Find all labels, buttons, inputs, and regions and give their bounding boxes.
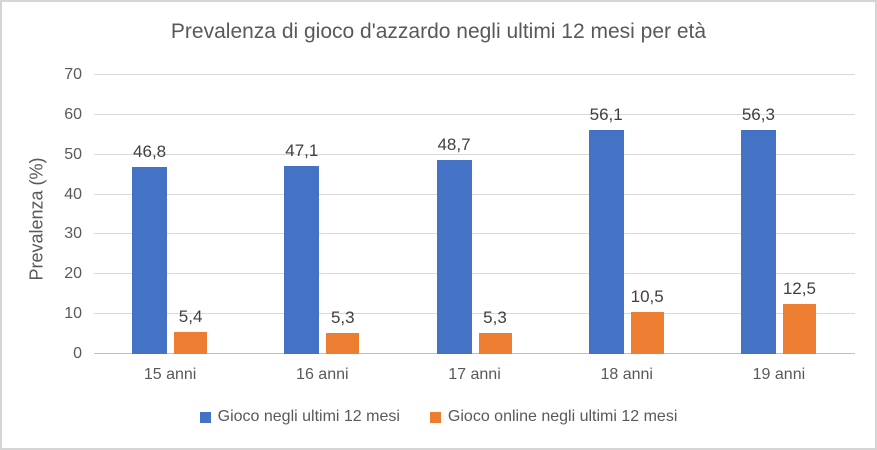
data-label: 48,7	[437, 134, 471, 154]
y-tick-label: 60	[64, 105, 82, 123]
gridline	[94, 193, 855, 195]
category-label: 18 anni	[600, 366, 653, 383]
bar-gioco-17-anni	[436, 159, 472, 354]
category-label: 16 anni	[296, 366, 349, 383]
y-tick-label: 50	[64, 145, 82, 163]
data-label: 12,5	[782, 279, 816, 299]
bar-gioco-online-19-anni	[782, 304, 816, 354]
y-tick-label: 70	[64, 66, 82, 83]
legend: Gioco negli ultimi 12 mesi Gioco online n…	[2, 408, 875, 426]
data-label: 5,3	[483, 307, 507, 327]
data-label: 5,3	[330, 307, 355, 327]
y-tick-label: 0	[73, 345, 82, 362]
category-label: 15 anni	[143, 366, 197, 383]
bar-gioco-15-anni	[132, 167, 168, 354]
data-label: 10,5	[630, 287, 664, 307]
data-label: 56,1	[589, 105, 623, 125]
gridline	[94, 313, 855, 315]
bar-gioco-online-15-anni	[174, 332, 208, 354]
gridline	[94, 273, 855, 275]
gridline	[94, 74, 855, 75]
legend-swatch-icon	[429, 411, 441, 423]
bar-gioco-19-anni	[740, 129, 776, 354]
data-label: 56,3	[741, 104, 775, 124]
legend-item: Gioco negli ultimi 12 mesi	[199, 408, 400, 426]
legend-label: Gioco negli ultimi 12 mesi	[217, 408, 400, 425]
legend-swatch-icon	[199, 411, 211, 423]
legend-item: Gioco online negli ultimi 12 mesi	[429, 408, 678, 426]
bar-gioco-16-anni	[284, 166, 320, 354]
plot-area: 46,8 5,4 47,1 5,3 48,7 5,3 56,1 10,5 56,3 12,5	[94, 74, 855, 354]
chart-title: Prevalenza di gioco d'azzardo negli ulti…	[170, 20, 707, 43]
y-tick-label: 10	[64, 305, 82, 323]
x-axis-line	[94, 353, 855, 354]
gridline	[94, 153, 855, 155]
legend-label: Gioco online negli ultimi 12 mesi	[447, 408, 678, 425]
data-label: 5,4	[178, 307, 203, 327]
data-label: 47,1	[285, 141, 319, 161]
x-axis-category-labels: 15 anni 16 anni 17 anni 18 anni 19 anni	[94, 366, 855, 384]
gridline	[94, 233, 855, 235]
bar-gioco-online-18-anni	[630, 312, 664, 354]
y-tick-label: 30	[64, 225, 82, 243]
bar-gioco-online-17-anni	[478, 332, 512, 354]
bar-gioco-online-16-anni	[326, 332, 360, 354]
category-label: 17 anni	[448, 366, 501, 383]
bar-gioco-18-anni	[588, 130, 624, 354]
data-label: 46,8	[133, 142, 167, 162]
y-axis-title: Prevalenza (%)	[26, 157, 47, 281]
y-tick-label: 20	[64, 265, 82, 283]
gridline	[94, 113, 855, 115]
y-tick-label: 40	[64, 185, 82, 203]
category-label: 19 anni	[752, 366, 806, 383]
